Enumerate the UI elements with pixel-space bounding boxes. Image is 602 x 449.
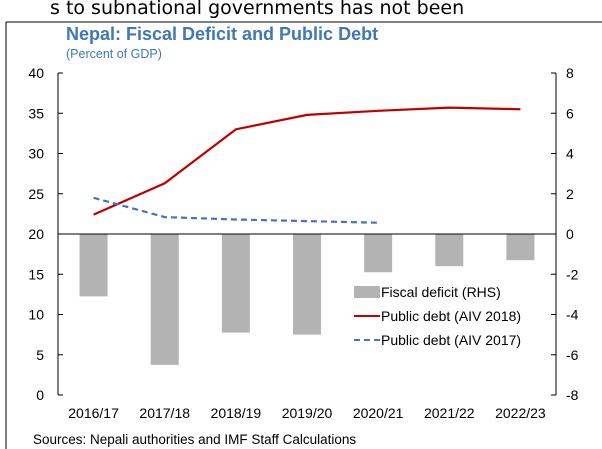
x-tick-label: 2022/23: [495, 405, 546, 421]
right-y-tick-label: 4: [566, 146, 574, 162]
deficit-bar: [506, 234, 535, 261]
right-y-tick-label: -6: [566, 347, 579, 363]
clipped-paragraph-text: s to subnational governments has not bee…: [50, 0, 464, 19]
left-y-tick-label: 20: [28, 226, 44, 242]
right-y-tick-label: -4: [566, 307, 579, 323]
debt-2018-line: [93, 106, 521, 216]
right-y-tick-label: -8: [566, 387, 579, 403]
deficit-bar: [293, 234, 321, 335]
right-y-tick-label: -2: [566, 266, 579, 282]
x-tick-label: 2017/18: [139, 405, 190, 421]
debt-2017-line: [93, 196, 379, 224]
chart-subtitle: (Percent of GDP): [66, 47, 162, 61]
right-y-tick-label: 2: [566, 186, 574, 202]
chart-title: Nepal: Fiscal Deficit and Public Debt: [66, 24, 378, 44]
x-tick-label: 2021/22: [424, 405, 475, 421]
right-y-tick-label: 8: [566, 65, 574, 81]
left-y-tick-label: 0: [36, 387, 44, 403]
left-y-tick-label: 25: [28, 186, 44, 202]
legend-label: Fiscal deficit (RHS): [381, 284, 501, 300]
left-y-tick-label: 5: [36, 347, 44, 363]
source-note: Sources: Nepali authorities and IMF Staf…: [33, 432, 356, 447]
x-tick-label: 2019/20: [282, 405, 333, 421]
deficit-bar: [221, 234, 250, 333]
x-tick-label: 2016/17: [68, 405, 119, 421]
left-y-tick-label: 40: [28, 65, 44, 81]
legend: Fiscal deficit (RHS) Public debt (AIV 201…: [354, 284, 521, 348]
x-tick-label: 2018/19: [211, 405, 262, 421]
left-y-tick-label: 35: [28, 105, 44, 121]
deficit-bar: [435, 234, 464, 267]
legend-label: Public debt (AIV 2017): [381, 332, 521, 348]
x-tick-label: 2020/21: [353, 405, 404, 421]
legend-label: Public debt (AIV 2018): [381, 308, 521, 324]
right-y-tick-label: 6: [566, 105, 574, 121]
left-y-tick-label: 15: [28, 266, 44, 282]
left-y-tick-label: 10: [28, 307, 44, 323]
deficit-bar: [150, 234, 179, 365]
legend-swatch-deficit: [354, 286, 380, 298]
deficit-bar: [79, 234, 108, 297]
right-y-tick-label: 0: [566, 226, 574, 242]
plot-area: 0 5 10 15 20 25 30 35 40 -8 -6 -4 -2 0 2 4 6 8 2016/17 2017…: [28, 65, 578, 421]
deficit-bar: [364, 234, 393, 273]
left-y-tick-label: 30: [28, 146, 44, 162]
